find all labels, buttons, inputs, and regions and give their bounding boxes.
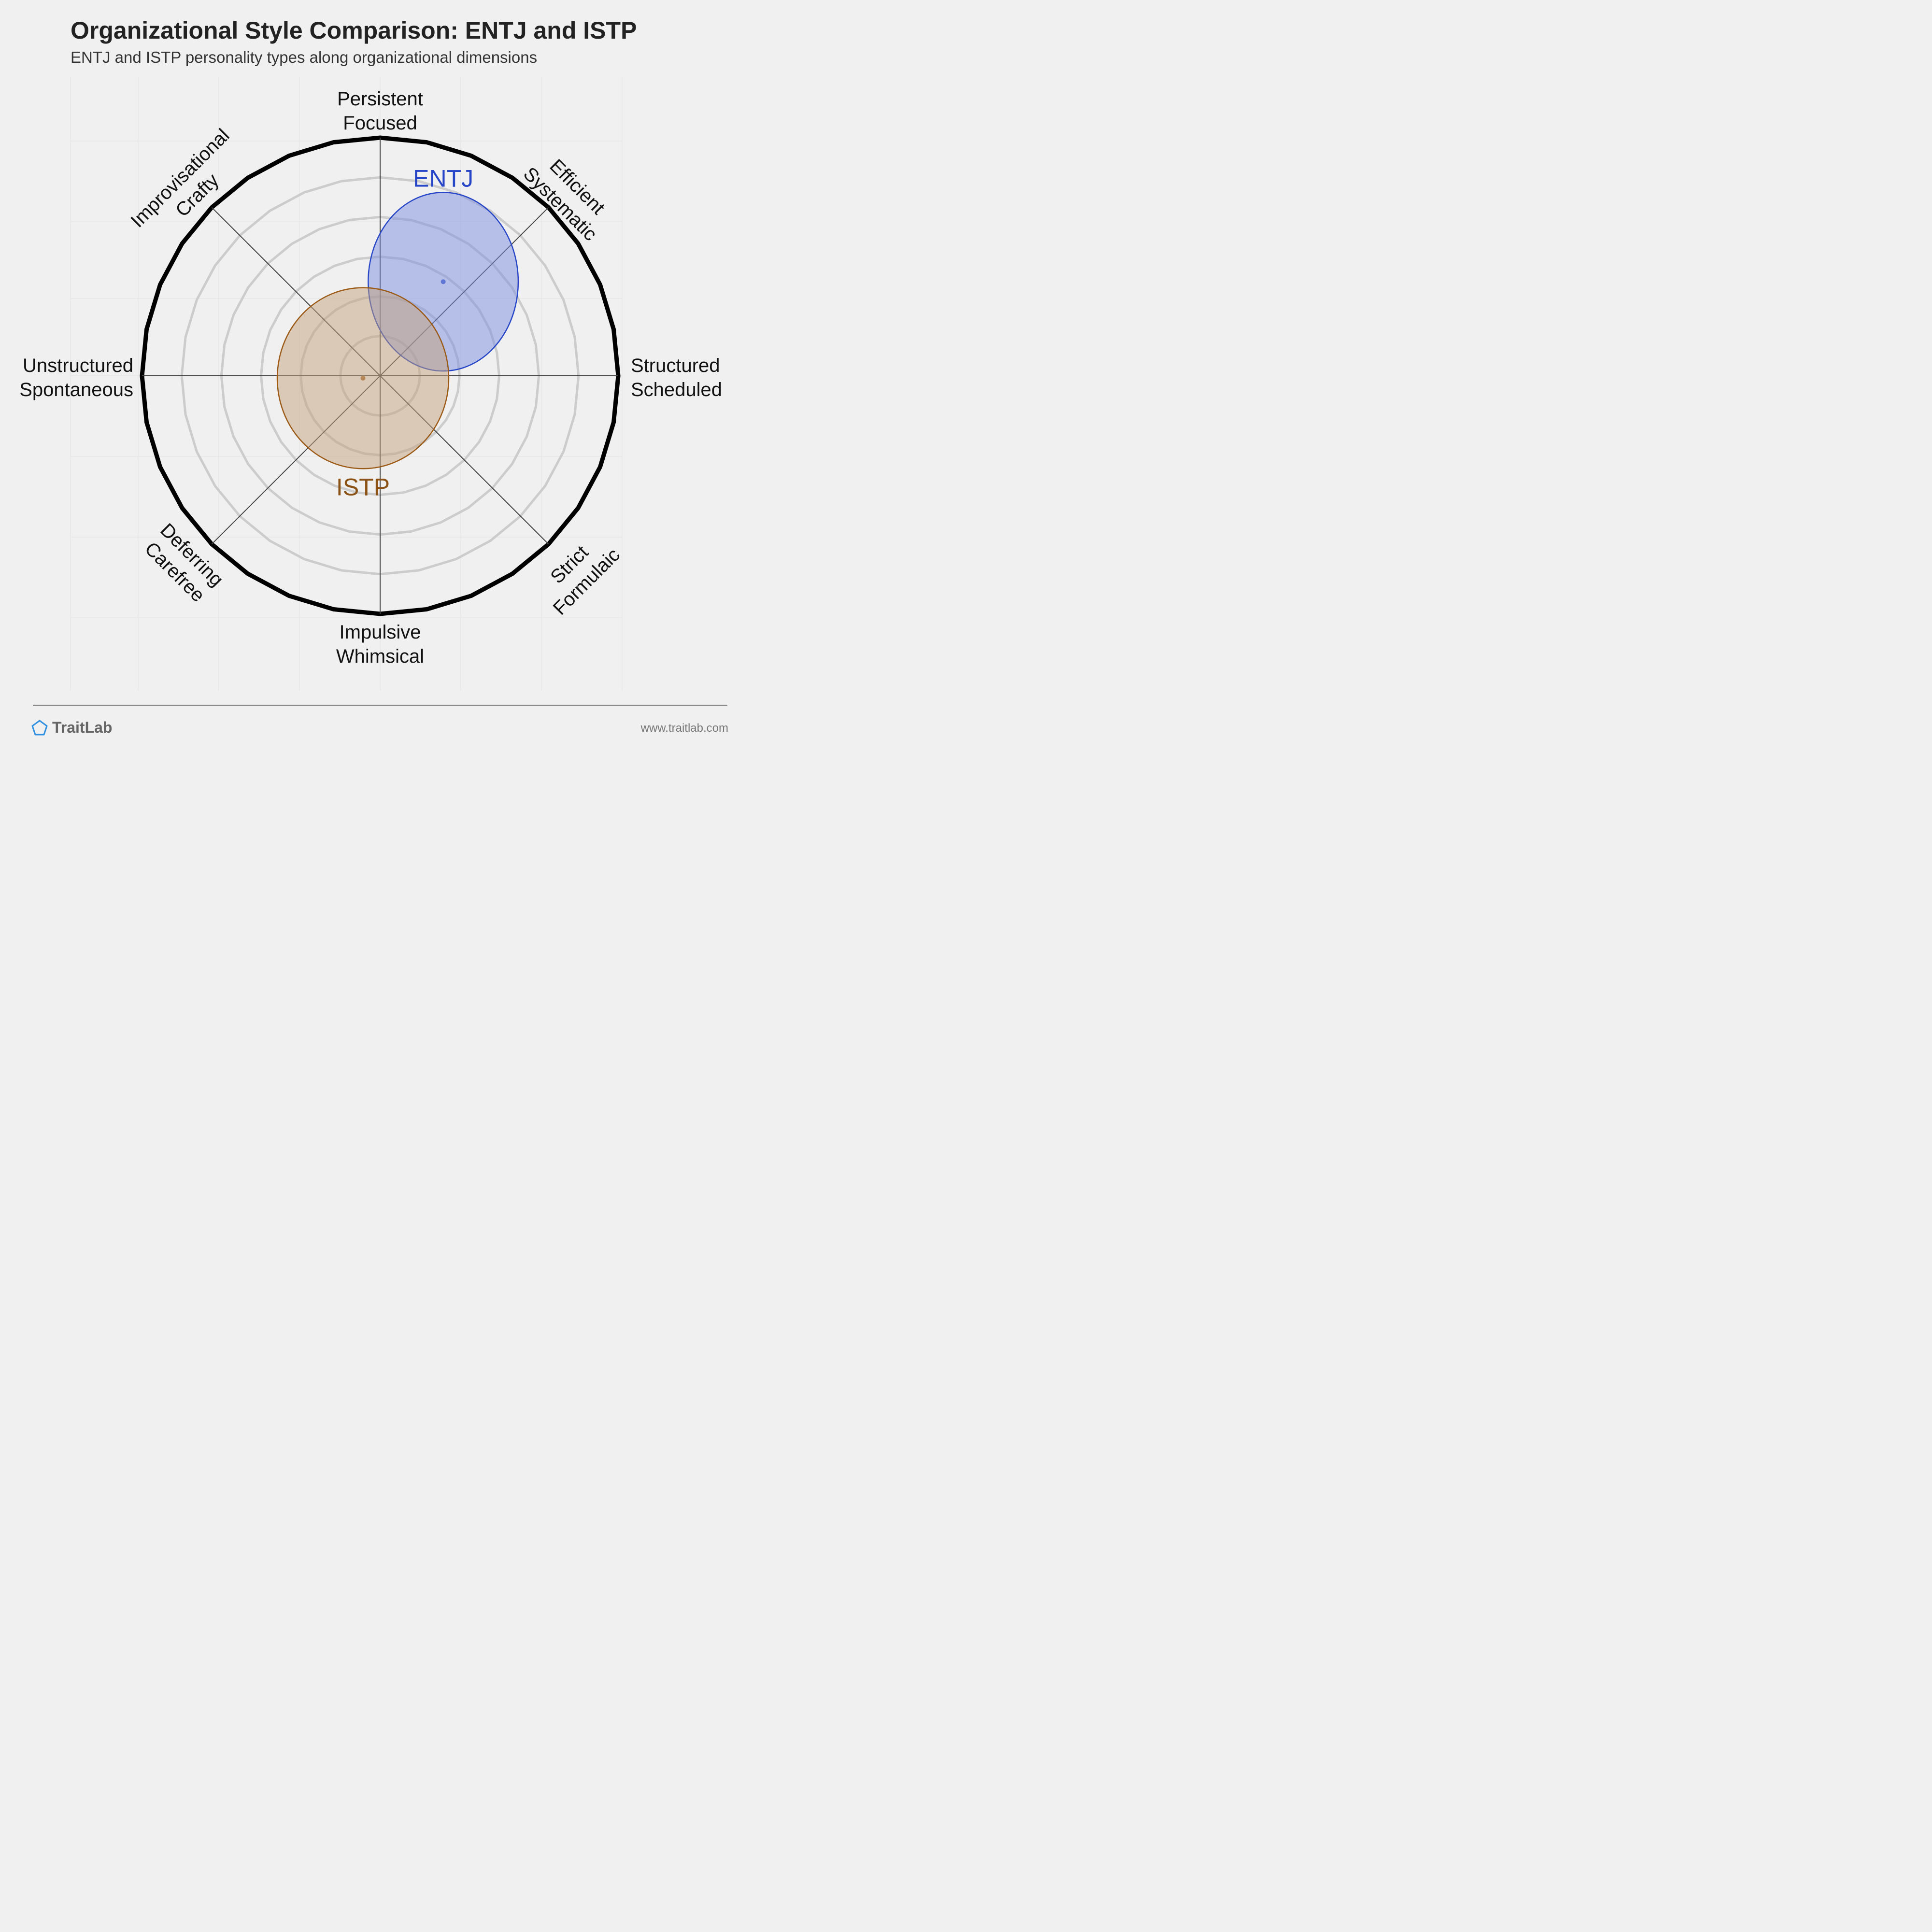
axis-label-line-whimsical: Whimsical [336,646,424,667]
axis-label-structured: Structured Scheduled [631,355,722,400]
chart-title: Organizational Style Comparison: ENTJ an… [71,17,637,44]
istp-label: ISTP [336,473,390,500]
axis-label-impulsive: Impulsive Whimsical [336,622,424,667]
chart-canvas: ENTJ ISTP Structured Scheduled EfficientSys… [0,0,757,757]
axis-label-line-impulsive: Impulsive [340,622,421,643]
website-link[interactable]: www.traitlab.com [640,722,728,735]
axis-label-line-unstructured: Unstructured [23,355,133,376]
axis-label-line-spontaneous: Spontaneous [19,379,133,400]
istp-center-point [360,375,366,381]
axis-label-deferring: DeferringCarefree [139,519,227,608]
axis-label-line-scheduled: Scheduled [631,379,722,400]
entj-label: ENTJ [413,165,473,192]
entj-center-point [440,279,446,284]
radar-series: ENTJ ISTP [276,165,519,500]
axis-label-line-focused: Focused [343,113,417,134]
brand-logo: TraitLab [31,719,112,737]
chart-subtitle: ENTJ and ISTP personality types along or… [71,48,538,66]
axis-label-line-structured: Structured [631,355,720,376]
pentagon-logo-icon [31,720,48,735]
brand-name: TraitLab [52,719,113,736]
axis-label-unstructured: Unstructured Spontaneous [19,355,133,400]
footer-divider [33,705,727,706]
axis-label-persistent: Persistent Focused [337,88,423,134]
axis-label-line-persistent: Persistent [337,88,423,110]
axis-label-improvisational: ImprovisationalCrafty [127,125,251,249]
